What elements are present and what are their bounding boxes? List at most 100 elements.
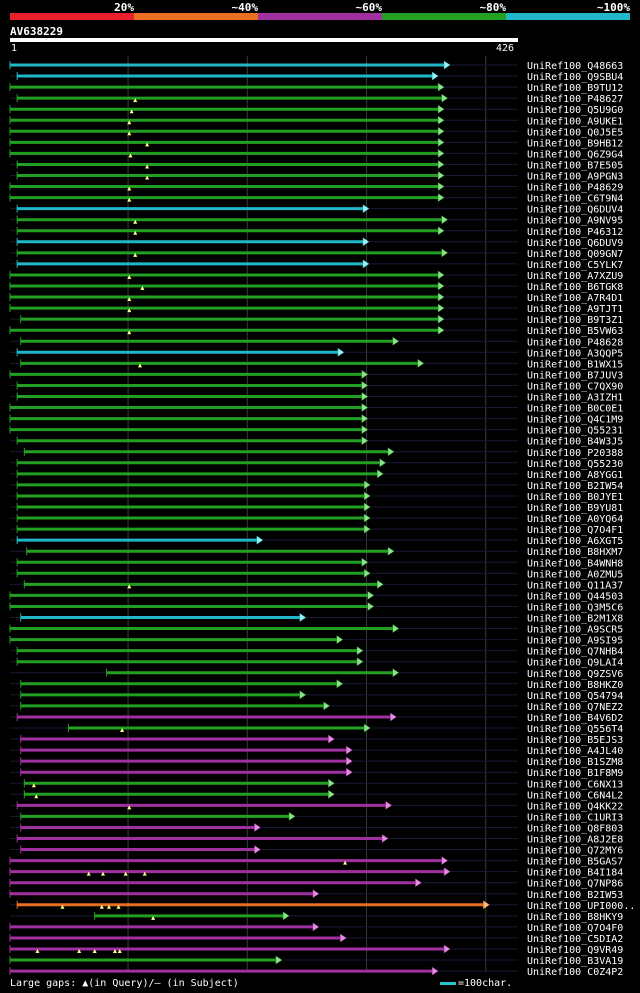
hit-arrow [437,281,445,291]
query-gap-marker [127,805,132,810]
hit-label: UniRef100_B8HXM7 [527,547,623,558]
hit-label: UniRef100_B9T3Z1 [527,315,623,326]
hit-arrow [361,392,369,401]
hit-arrow [392,336,400,346]
hit-arrow [363,568,371,578]
hit-arrow [361,436,369,446]
hit-label: UniRef100_Q6Z9G4 [527,149,623,160]
hit-label: UniRef100_B3VA19 [527,956,623,967]
hit-arrow [417,358,425,368]
hit-arrow [312,889,320,899]
hit-label: UniRef100_A9TJT1 [527,304,623,315]
hit-label: UniRef100_P48629 [527,183,623,194]
hit-label: UniRef100_B9YU81 [527,503,623,514]
query-end-label: 426 [496,43,515,54]
hit-label: UniRef100_Q72MY6 [527,846,623,857]
hit-arrow [336,679,344,689]
hit-arrow [441,215,449,225]
hit-label: UniRef100_C0Z4P2 [527,967,623,975]
query-gap-marker [77,949,82,953]
hit-label: UniRef100_B5GAS7 [527,857,623,868]
query-gap-marker [60,904,65,909]
hit-label: UniRef100_Q9SBU4 [527,72,623,83]
hit-label: UniRef100_B7JUV3 [527,370,623,381]
hit-arrow [254,822,261,832]
hit-arrow [346,745,353,755]
hit-label: UniRef100_Q4C1M9 [527,415,623,426]
hit-arrow [483,900,490,910]
hit-label: UniRef100_Q55231 [527,426,623,437]
query-gap-marker [133,252,138,257]
hit-label: UniRef100_Q44503 [527,591,623,602]
hit-arrow [362,237,370,247]
hit-label: UniRef100_C1URI3 [527,812,623,823]
scale-legend: =100char. [440,978,512,989]
identity-legend: 20% ~40% ~60% ~80% ~100% [10,0,630,22]
query-gap-marker [120,728,125,732]
hit-label: UniRef100_B1WX15 [527,359,623,370]
hit-arrow [437,270,445,280]
hit-arrow [385,800,393,810]
hit-label: UniRef100_Q9LAI4 [527,658,623,669]
hit-arrow [312,922,320,932]
hit-label: UniRef100_A9NV95 [527,216,623,227]
hit-label: UniRef100_A3IZH1 [527,393,623,404]
query-gap-marker [101,871,106,876]
query-gap-marker [133,219,138,224]
hit-label: UniRef100_C7QX90 [527,381,623,392]
hit-label: UniRef100_B4WNH8 [527,558,623,569]
query-gap-marker [106,904,111,909]
hit-label: UniRef100_B8HKY9 [527,912,623,923]
hit-label: UniRef100_P48628 [527,337,623,348]
query-gap-marker [127,131,132,136]
hit-label: UniRef100_Q3M5C6 [527,602,623,613]
hit-arrow [323,701,331,711]
hit-arrow [336,635,344,645]
hit-label: UniRef100_A8J2E8 [527,835,623,846]
query-name: AV638229 [10,25,63,38]
hit-arrow [363,491,371,501]
query-gap-marker [127,584,132,589]
hit-arrow [367,601,375,611]
query-gap-marker [145,175,150,180]
query-gap-marker [127,197,132,202]
hit-arrow [387,447,395,457]
hit-arrow [356,657,364,667]
hit-arrow [437,226,445,236]
hit-label: UniRef100_Q0J5E5 [527,127,623,138]
hit-label: UniRef100_Q9VR49 [527,945,623,956]
hit-label: UniRef100_Q7NP86 [527,879,623,890]
hit-label: UniRef100_B8HKZ0 [527,680,623,691]
legend-bar-80 [382,13,506,20]
hit-label: UniRef100_Q7O4F0 [527,923,623,934]
hit-arrow [437,126,445,136]
hit-arrow [328,734,335,744]
gap-legend-text: Large gaps: ▲(in Query)/– (in Subject) [10,978,239,989]
hit-arrow [346,756,353,766]
legend-bar-20 [10,13,134,20]
legend-label-40: ~40% [231,1,259,14]
hit-arrow [443,867,451,877]
hit-arrow [431,966,439,975]
hit-label: UniRef100_B1F8M9 [527,768,623,779]
query-gap-marker [112,949,117,953]
legend-bar-100 [506,13,630,20]
hit-arrow [443,60,451,70]
query-gap-marker [127,120,132,125]
query-gap-marker [99,904,104,909]
hit-arrow [328,778,335,788]
hit-label: UniRef100_A6XGT5 [527,536,623,547]
hit-label: UniRef100_Q54794 [527,691,623,702]
query-gap-marker [127,308,132,313]
hit-label: UniRef100_A0ZMU5 [527,569,623,580]
query-gap-marker [127,297,132,302]
hit-label: UniRef100_A9UKE1 [527,116,623,127]
hit-arrow [390,712,397,722]
hit-arrow [337,347,345,357]
hit-label: UniRef100_A3QQP5 [527,348,623,359]
hit-label: UniRef100_A7XZU9 [527,271,623,282]
query-gap-marker [128,153,133,158]
hit-label: UniRef100_Q11A37 [527,580,623,591]
hit-label: UniRef100_Q55230 [527,459,623,470]
hit-arrow [392,624,400,634]
